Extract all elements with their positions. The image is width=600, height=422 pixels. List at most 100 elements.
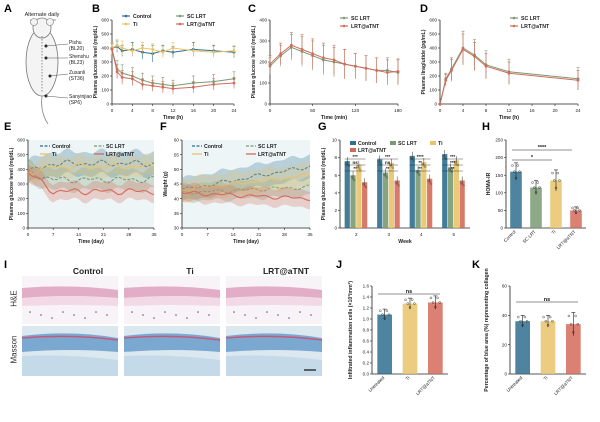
legend-label: SC LRT bbox=[187, 14, 207, 20]
scatter-dot bbox=[428, 181, 431, 184]
x-tick-label: 0 bbox=[111, 108, 114, 113]
y-tick-label: 1.4 bbox=[363, 295, 370, 300]
he-image bbox=[124, 276, 220, 324]
dermis-layer bbox=[124, 355, 220, 376]
y-tick-label: 30 bbox=[174, 226, 180, 231]
scatter-dot bbox=[533, 186, 536, 189]
scatter-dot bbox=[551, 320, 554, 323]
y-tick-label: 2 bbox=[334, 208, 337, 213]
y-tick-label: 0 bbox=[334, 226, 337, 231]
scatter-dot bbox=[383, 173, 386, 176]
x-tick-label: 24 bbox=[575, 108, 581, 113]
x-tick-label: 4 bbox=[462, 108, 465, 113]
he-image bbox=[226, 276, 322, 324]
y-tick-label: 1.0 bbox=[363, 317, 370, 322]
y-tick-label: 0.4 bbox=[363, 350, 370, 355]
series-band bbox=[182, 154, 310, 202]
masson-image bbox=[21, 326, 119, 376]
bar bbox=[356, 164, 362, 228]
scatter-dot bbox=[436, 296, 439, 300]
chart-h: 0 50 100 150 200 250 HOMA-IR Control SC LRT TiLRT… bbox=[486, 138, 586, 250]
scatter-dot bbox=[406, 302, 409, 305]
scatter-dot bbox=[516, 164, 519, 167]
x-tick-label: 5 bbox=[452, 232, 455, 237]
schematic-mouse: Alternate daily Pishu(BL20) Shenshu(BL23) Z… bbox=[25, 12, 92, 125]
scatter-dot bbox=[346, 163, 349, 166]
scatter-dot bbox=[448, 168, 451, 171]
histology-grid bbox=[21, 276, 323, 376]
nucleus bbox=[233, 311, 235, 313]
scatter-dot bbox=[404, 298, 407, 301]
tissue-layer bbox=[124, 286, 220, 298]
histology-col-control: Control bbox=[72, 266, 104, 276]
y-tick-label: 50 bbox=[498, 208, 504, 213]
y-tick-label: 10 bbox=[332, 138, 338, 143]
legend-swatch bbox=[350, 141, 356, 145]
scatter-dot bbox=[378, 161, 381, 164]
x-tick-label: 35 bbox=[307, 232, 313, 237]
x-tick-label: Untreated bbox=[368, 375, 386, 393]
nucleus bbox=[310, 314, 312, 316]
scatter-dot bbox=[574, 314, 577, 318]
y-tick-label: 50 bbox=[174, 167, 180, 172]
series-band bbox=[182, 176, 310, 204]
scatter-dot bbox=[431, 301, 435, 304]
scatter-dot bbox=[576, 206, 579, 210]
y-axis-label: Percentage of blue area (%) representing… bbox=[484, 268, 490, 391]
acupoint-code: (BL20) bbox=[69, 46, 84, 52]
scatter-dot bbox=[363, 184, 366, 187]
x-tick-label: 4 bbox=[420, 232, 423, 237]
y-tick-label: 150 bbox=[495, 173, 503, 178]
bar bbox=[394, 180, 400, 228]
scatter-dot bbox=[396, 183, 399, 185]
scatter-dot bbox=[390, 165, 393, 168]
sig-label: ns bbox=[385, 160, 391, 165]
scatter-dot bbox=[408, 306, 412, 309]
legend-label: SC LRT bbox=[351, 16, 371, 22]
scatter-dot bbox=[412, 159, 415, 162]
scatter-dot bbox=[553, 179, 556, 182]
x-tick-label: Control bbox=[503, 229, 517, 243]
bar bbox=[377, 159, 383, 228]
tissue-layer bbox=[124, 296, 220, 306]
scatter-dot bbox=[359, 168, 362, 171]
legend-label: SC LRT bbox=[106, 144, 126, 150]
he-image bbox=[22, 276, 118, 324]
legend-label: Ti bbox=[133, 22, 138, 28]
nucleus bbox=[51, 317, 53, 319]
legend-swatch bbox=[390, 141, 396, 145]
tissue-layer bbox=[22, 296, 118, 306]
scatter-dot bbox=[531, 181, 534, 184]
panel-label-b: B bbox=[92, 3, 100, 15]
y-tick-label: 500 bbox=[17, 152, 25, 157]
series-line bbox=[181, 184, 311, 195]
x-tick-label: LRT@aTNT bbox=[553, 375, 574, 396]
y-tick-label: 200 bbox=[259, 60, 267, 65]
nucleus bbox=[40, 314, 42, 316]
tissue-layer bbox=[226, 296, 322, 306]
legend-marker bbox=[178, 14, 182, 18]
scatter-dot bbox=[357, 167, 360, 170]
bar bbox=[550, 180, 562, 228]
acupoint-code: (BL23) bbox=[69, 60, 84, 66]
scatter-dot bbox=[456, 164, 459, 167]
scatter-dot bbox=[438, 301, 441, 304]
legend-label: LRT@aTNT bbox=[521, 24, 550, 30]
x-tick-label: 8 bbox=[485, 108, 488, 113]
chart-k: 0 20 40 60 Percentage of blue area (%) repre… bbox=[484, 268, 586, 396]
panel-label-f: F bbox=[160, 121, 167, 133]
y-tick-label: 35 bbox=[174, 211, 180, 216]
legend-marker bbox=[342, 24, 346, 28]
scatter-dot bbox=[574, 211, 578, 215]
y-tick-label: 40 bbox=[502, 313, 508, 318]
y-tick-label: 200 bbox=[101, 74, 109, 79]
acupoint-name: Shenshu bbox=[69, 54, 89, 60]
nucleus bbox=[255, 317, 257, 319]
panel-label-e: E bbox=[4, 121, 11, 133]
panel-label-i: I bbox=[4, 259, 7, 271]
series-band bbox=[28, 148, 154, 184]
scatter-dot bbox=[409, 156, 412, 159]
chart-e: 0 100 200 300 400 500 600 0 7 14 21 28 35 Time (day) P… bbox=[9, 138, 157, 245]
x-tick-label: 12 bbox=[506, 108, 512, 113]
